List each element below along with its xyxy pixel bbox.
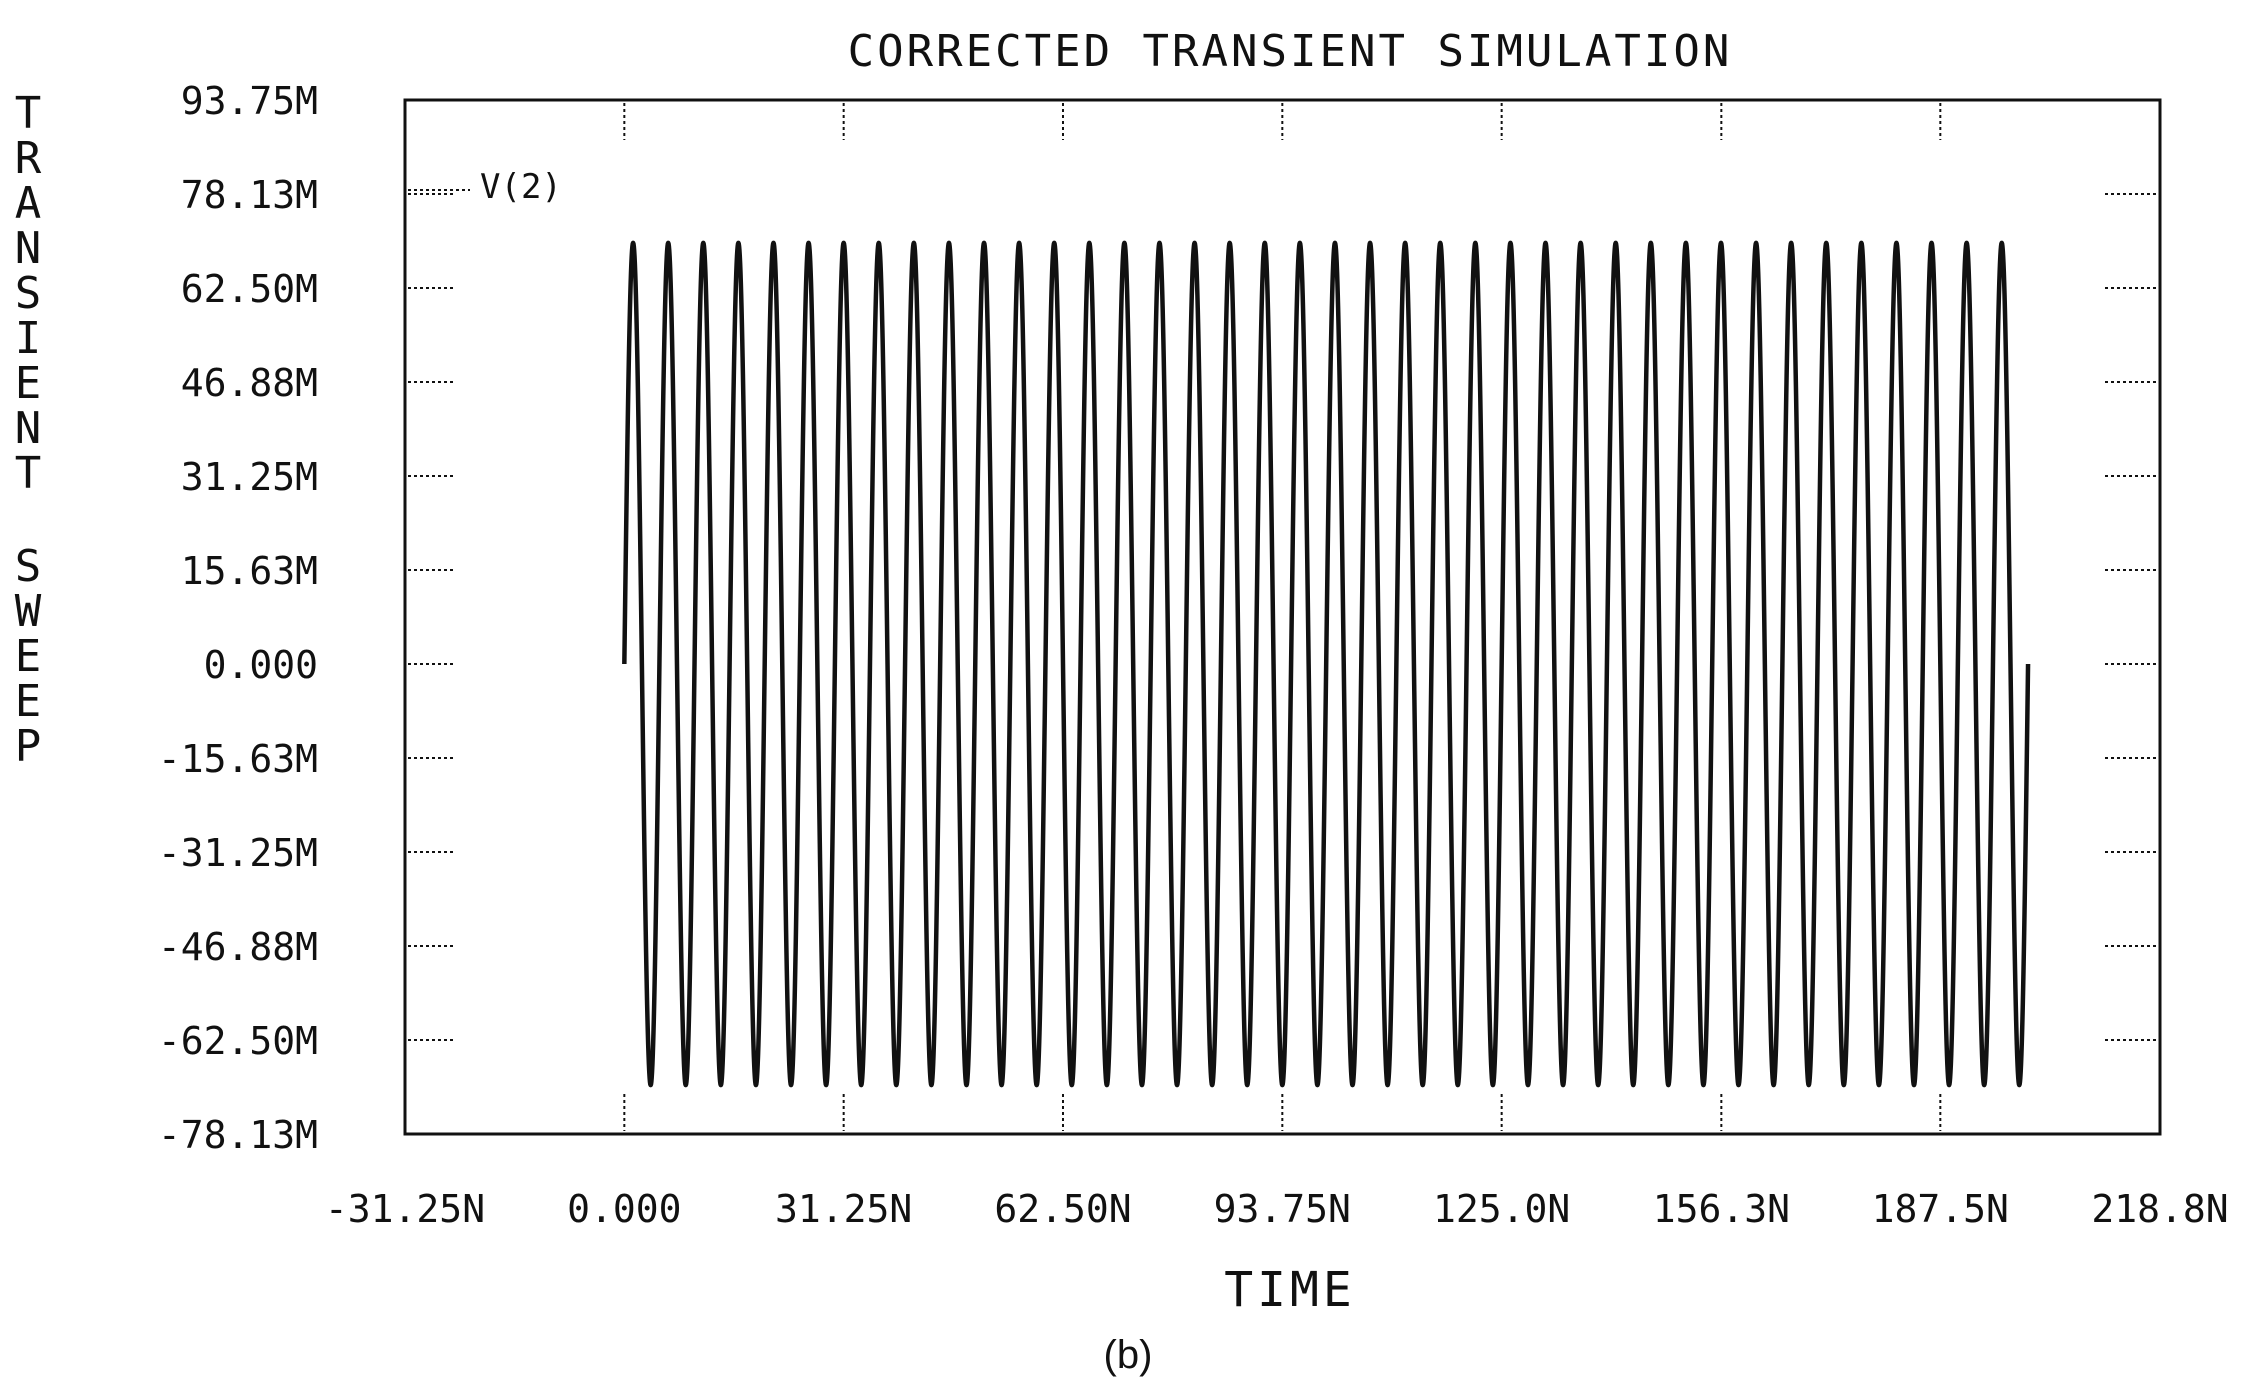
y-tick-label: 93.75M [181,79,318,123]
y-tick-label: -31.25M [158,831,318,875]
y-tick-label: -46.88M [158,925,318,969]
plot-frame [403,98,2162,1136]
y-tick-label: 78.13M [181,173,318,217]
tick-marks [408,103,2157,1131]
x-axis-label: TIME [1224,1262,1356,1318]
y-axis-label-char: T [15,88,42,139]
y-axis-label-char: I [15,313,42,364]
y-tick-label: -15.63M [158,737,318,781]
y-axis-label-char: P [15,721,42,772]
y-axis-label-char: W [15,586,42,637]
y-tick-label: -78.13M [158,1113,318,1157]
y-tick-label: -62.50M [158,1019,318,1063]
legend-series-label: V(2) [480,167,562,207]
y-tick-label: 62.50M [181,267,318,311]
y-axis-label-char: R [15,133,42,184]
y-axis-label-char: N [15,403,42,454]
y-tick-label: 31.25M [181,455,318,499]
y-axis-label-char: S [15,268,42,319]
y-tick-labels: 93.75M 78.13M 62.50M 46.88M 31.25M 15.63M 0.00… [158,79,318,1157]
y-axis-label-char: E [15,631,42,682]
x-tick-label: 0.000 [567,1187,681,1231]
x-tick-labels: -31.25N 0.000 31.25N 62.50N 93.75N 125.0N 156.… [325,1187,2229,1231]
y-axis-label-char: S [15,541,42,592]
y-tick-label: 15.63M [181,549,318,593]
x-tick-label: 62.50N [994,1187,1131,1231]
y-tick-label: 0.000 [204,643,318,687]
x-tick-label: 187.5N [1872,1187,2009,1231]
y-axis-label-char: T [15,448,42,499]
x-tick-label: 31.25N [775,1187,912,1231]
y-axis-label-char: A [15,178,42,229]
x-tick-label: -31.25N [325,1187,485,1231]
x-tick-label: 125.0N [1433,1187,1570,1231]
y-axis-label-char: E [15,358,42,409]
x-tick-label: 156.3N [1653,1187,1790,1231]
chart-title: CORRECTED TRANSIENT SIMULATION [848,26,1733,77]
x-tick-label: 93.75N [1214,1187,1351,1231]
figure-caption: (b) [1104,1333,1153,1377]
series-line-v2 [622,240,2031,1088]
x-tick-label: 218.8N [2091,1187,2228,1231]
y-axis-label-char: E [15,676,42,727]
y-axis-label-char: N [15,223,42,274]
y-tick-label: 46.88M [181,361,318,405]
